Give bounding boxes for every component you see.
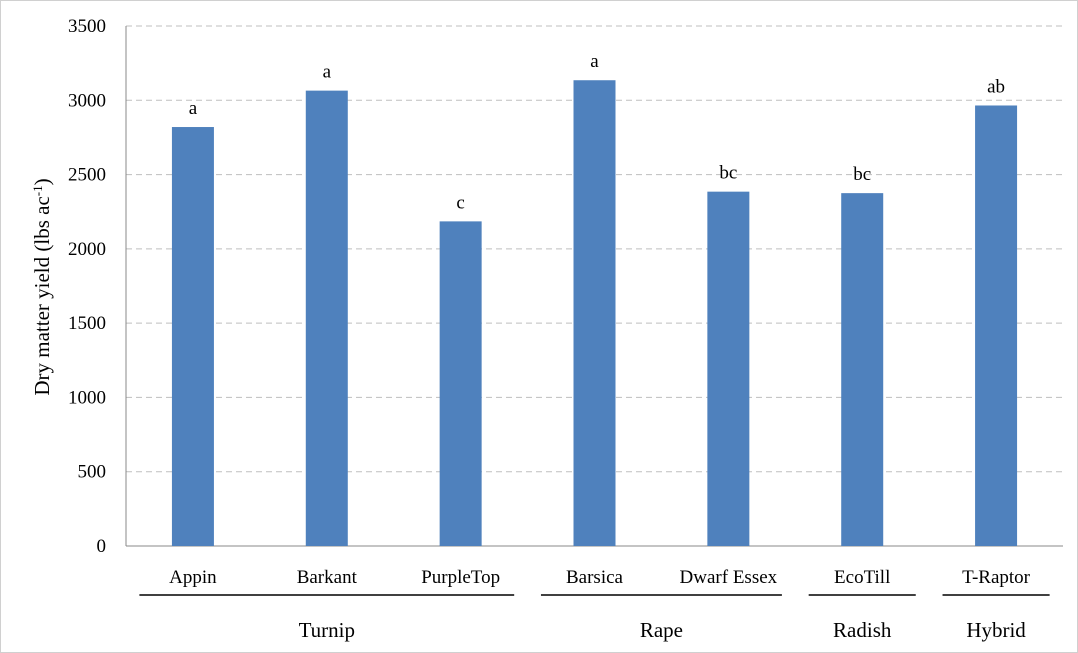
bar-dwarf-essex (707, 191, 750, 546)
y-axis-label-main: Dry matter yield (lbs ac (30, 196, 54, 395)
category-label: Barkant (297, 567, 358, 588)
category-label: Barsica (566, 567, 624, 588)
y-tick-label: 2000 (68, 239, 106, 260)
data-label: a (189, 98, 198, 119)
y-tick-label: 1000 (68, 387, 106, 408)
y-axis-label-suffix: ) (30, 178, 54, 185)
axes: 0 500 1000 1500 2000 2500 3000 3500 (68, 16, 1063, 557)
category-label: PurpleTop (421, 567, 500, 588)
bar-barsica (573, 80, 616, 546)
category-label: EcoTill (834, 567, 890, 588)
y-tick-label: 0 (97, 536, 107, 557)
group-label: Rape (640, 618, 683, 642)
category-label: Dwarf Essex (680, 567, 778, 588)
category-label: Appin (169, 567, 217, 588)
y-tick-label: 1500 (68, 313, 106, 334)
y-tick-label: 3000 (68, 90, 106, 111)
y-axis-label: Dry matter yield (lbs ac-1) (30, 178, 55, 395)
data-label: c (456, 192, 464, 213)
category-labels: Appin Barkant PurpleTop Barsica Dwarf Essex E… (169, 567, 1031, 588)
bar-t-raptor (975, 105, 1018, 546)
data-labels: a a c a bc bc ab (189, 51, 1005, 213)
data-label: bc (719, 163, 737, 184)
bar-appin (171, 127, 214, 547)
group-label: Radish (833, 618, 892, 642)
y-axis-label-sup: -1 (30, 185, 45, 196)
data-label: a (323, 62, 332, 83)
group-label: Hybrid (966, 618, 1026, 642)
bar-purpletop (439, 221, 482, 546)
y-tick-label: 500 (78, 462, 107, 483)
data-label: a (590, 51, 599, 72)
data-label: ab (987, 76, 1005, 97)
category-label: T-Raptor (962, 567, 1031, 588)
bar-ecotill (841, 193, 884, 546)
gridlines (126, 25, 1063, 473)
group-label: Turnip (299, 618, 355, 642)
bar-barkant (305, 90, 348, 546)
y-tick-label: 3500 (68, 16, 106, 37)
bars (171, 80, 1018, 547)
group-labels: Turnip Rape Radish Hybrid (139, 594, 1050, 642)
y-tick-label: 2500 (68, 165, 106, 186)
data-label: bc (853, 164, 871, 185)
